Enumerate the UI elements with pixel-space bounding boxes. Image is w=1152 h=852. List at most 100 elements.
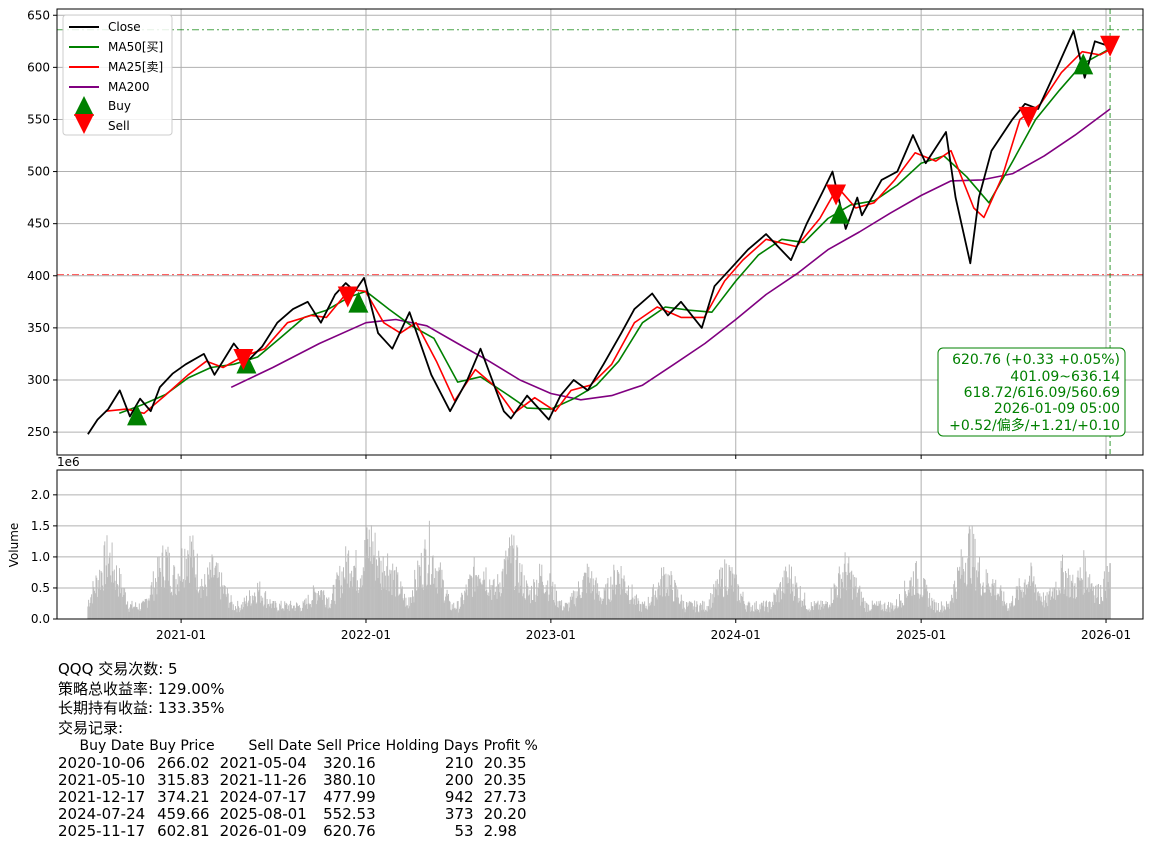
trade-table-cell: 27.73 [483,788,527,806]
trade-table-header: Buy Date Buy Price Sell Date Sell Price Hold… [58,737,543,755]
trade-table-row: 2021-12-17 374.21 2024-07-17 477.99 942 27.73 [58,789,543,806]
trade-table-cell: 20.35 [483,771,527,789]
volume-plot-frame [56,469,1144,620]
volume-xtick-label: 2021-01 [156,628,206,642]
price-ytick-label: 250 [27,425,50,439]
trade-table-row: 2020-10-06 266.02 2021-05-04 320.16 210 20.35 [58,755,543,772]
sell-marker [1100,35,1121,57]
trade-table-cell: 266.02 [157,754,210,772]
trade-table-cell: 373 [444,805,474,823]
volume-ytick-label: 0.5 [31,581,50,595]
trade-table-cell: 477.99 [323,788,376,806]
trade-table-cell: 2.98 [483,822,517,840]
volume-xtick-label: 2025-01 [896,628,946,642]
ma50-line [119,47,1111,415]
trade-table-cell: 942 [444,788,474,806]
legend-ma25-label: MA25[卖] [108,60,163,74]
info-line-price: 620.76 (+0.33 +0.05%) [952,352,1120,368]
trade-table-cell: 374.21 [157,788,210,806]
trade-table-column-header: Sell Date [248,738,312,754]
volume-ytick-label: 1.5 [31,519,50,533]
price-ytick-label: 450 [27,217,50,231]
close-price-line [87,30,1111,435]
buy-marker [829,202,850,224]
trade-table-cell: 200 [444,771,474,789]
figure: 250 300 350 400 450 500 550 600 650 Close MA50[买… [7,8,1144,642]
volume-xtick-label: 2024-01 [711,628,761,642]
info-box-frame [937,347,1126,437]
trade-table-cell: 2021-11-26 [219,771,307,789]
buy-marker [127,404,148,426]
trade-table-cell: 552.53 [323,805,376,823]
volume-ytick-label: 1.0 [31,550,50,564]
trade-count-line: QQQ 交易次数: 5 [58,660,178,678]
volume-scale-label: 1e6 [57,455,80,469]
volume-ytick-label: 0.0 [31,612,50,626]
trade-table-cell: 210 [444,754,474,772]
volume-ytick-label: 2.0 [31,488,50,502]
buy-marker [348,291,369,313]
legend-ma50-label: MA50[买] [108,40,163,54]
sell-marker [233,348,254,370]
sell-marker [1018,106,1039,128]
trade-table-cell: 602.81 [157,822,210,840]
legend-sell-marker-icon [74,114,94,134]
legend-frame [62,14,173,136]
trade-table-cell: 2021-05-10 [58,771,146,789]
volume-axis-label: Volume [7,523,21,568]
volume-xtick-label: 2022-01 [341,628,391,642]
legend: Close MA50[买] MA25[卖] MA200 Buy Sell [62,14,173,136]
trade-table-cell: 2020-10-06 [58,754,146,772]
strategy-summary: QQQ 交易次数: 5 策略总收益率: 129.00% 长期持有收益: 133.35… [58,660,225,738]
trade-table-row: 2025-11-17 602.81 2026-01-09 620.76 53 2.98 [58,823,543,840]
trade-table-column-header: Buy Date [79,738,145,754]
info-line-signal: +0.52/偏多/+1.21/+0.10 [949,417,1120,434]
trade-table-cell: 620.76 [323,822,376,840]
trade-table-column-header: Holding Days [385,738,479,754]
info-box: 620.76 (+0.33 +0.05%) 401.09~636.14 618.… [937,347,1126,437]
trade-table-cell: 2025-11-17 [58,822,146,840]
price-ytick-label: 650 [27,8,50,22]
price-ytick-label: 400 [27,269,50,283]
trade-table-row: 2021-05-10 315.83 2021-11-26 380.10 200 20.35 [58,772,543,789]
buy-marker [1073,53,1094,75]
price-ytick-label: 600 [27,60,50,74]
price-ytick-label: 500 [27,165,50,179]
trade-table-cell: 20.20 [483,805,527,823]
strategy-return-line: 策略总收益率: 129.00% [58,679,225,698]
ma200-line [230,108,1111,401]
trade-table-cell: 459.66 [157,805,210,823]
info-line-range: 401.09~636.14 [1010,369,1120,385]
trade-records-table: Buy Date Buy Price Sell Date Sell Price Hold… [58,737,543,840]
sell-marker [826,184,847,206]
price-ytick-label: 350 [27,321,50,335]
sell-marker [337,286,358,308]
trade-table-cell: 2026-01-09 [219,822,307,840]
price-ytick-label: 550 [27,112,50,126]
trade-records-title: 交易记录: [58,718,124,737]
trade-table-column-header: Buy Price [149,738,215,754]
trade-table-cell: 20.35 [483,754,527,772]
trade-table-column-header: Profit % [483,738,538,754]
trade-table-column-header: Sell Price [316,738,381,754]
trade-table-cell: 53 [454,822,474,840]
trade-table-cell: 320.16 [323,754,376,772]
volume-xtick-label: 2023-01 [526,628,576,642]
trade-table-cell: 2024-07-17 [219,788,307,806]
volume-xtick-label: 2026-01 [1081,628,1131,642]
info-line-time: 2026-01-09 05:00 [994,401,1120,417]
trade-table-cell: 2021-12-17 [58,788,146,806]
price-ytick-label: 300 [27,373,50,387]
trade-table-cell: 2025-08-01 [219,805,307,823]
buy-hold-return-line: 长期持有收益: 133.35% [58,699,225,717]
price-plot-frame [56,8,1144,456]
trade-table-row: 2024-07-24 459.66 2025-08-01 552.53 373 20.20 [58,806,543,823]
trade-table-cell: 2024-07-24 [58,805,146,823]
ma25-line [105,48,1111,415]
legend-buy-label: Buy [108,99,131,113]
price-chart-panel: 250 300 350 400 450 500 550 600 650 Close MA50[买… [27,8,1144,459]
legend-buy-marker-icon [74,96,94,116]
legend-ma200-label: MA200 [108,80,149,94]
legend-close-label: Close [108,20,141,34]
legend-sell-label: Sell [108,119,130,133]
